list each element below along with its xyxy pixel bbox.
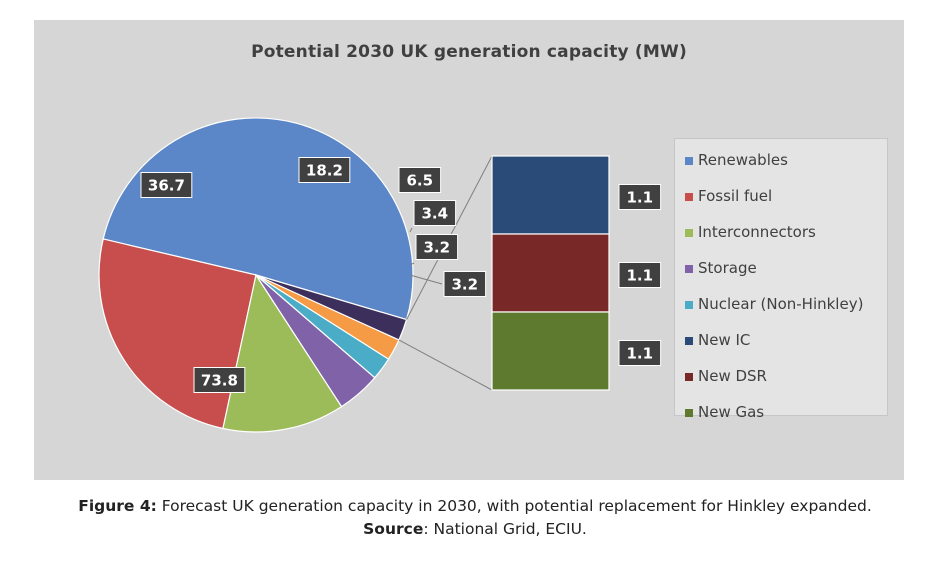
data-label-new-ic: 1.1	[627, 189, 654, 207]
figure-label: Figure 4:	[78, 497, 157, 515]
legend-label-fossil-fuel: Fossil fuel	[698, 187, 773, 205]
legend-label-new-ic: New IC	[698, 331, 751, 349]
data-label-other-expanded-box	[443, 271, 487, 297]
legend-label-renewables: Renewables	[698, 151, 788, 169]
source-label: Source	[363, 520, 424, 538]
chart-legend: Renewables Fossil fuel Interconnectors Stor…	[674, 138, 888, 421]
legend-swatch-nuclear-non-hinkley	[685, 301, 693, 309]
data-label-new-gas-box	[618, 340, 662, 366]
pie-of-bar-chart: 73.8 36.7 18.2 6.5 3.4 3.2 3.2 1.1 1.1 1.1	[98, 117, 662, 433]
legend-swatch-new-gas	[685, 409, 693, 417]
legend-swatch-new-ic	[685, 337, 693, 345]
source-caption: Source: National Grid, ECIU.	[0, 520, 950, 538]
bar-segment-new-ic	[491, 155, 610, 235]
leader-line-nuclear	[409, 227, 413, 233]
bar-segment-new-dsr	[491, 233, 610, 313]
legend-swatch-renewables	[685, 157, 693, 165]
legend-swatch-interconnectors	[685, 229, 693, 237]
data-label-other-expanded: 3.2	[452, 276, 479, 294]
data-label-new-gas: 1.1	[627, 345, 654, 363]
data-label-fossil-fuel-box	[140, 172, 193, 198]
data-label-interconnectors: 18.2	[306, 162, 343, 180]
data-label-new-dsr: 1.1	[627, 267, 654, 285]
legend-label-storage: Storage	[698, 259, 757, 277]
legend-item-fossil-fuel: Fossil fuel	[685, 187, 887, 223]
legend-item-storage: Storage	[685, 259, 887, 295]
legend-label-new-dsr: New DSR	[698, 367, 767, 385]
legend-item-renewables: Renewables	[685, 151, 887, 187]
pie-slice-interconnectors	[222, 273, 343, 433]
data-label-storage: 6.5	[407, 172, 434, 190]
legend-item-new-dsr: New DSR	[685, 367, 887, 403]
data-label-fossil-fuel: 36.7	[148, 177, 185, 195]
legend-label-nuclear-non-hinkley: Nuclear (Non-Hinkley)	[698, 295, 864, 313]
chart-area: Potential 2030 UK generation capacity (M…	[34, 20, 904, 480]
data-label-other-box	[415, 234, 459, 260]
data-label-interconnectors-box	[298, 157, 351, 183]
legend-label-interconnectors: Interconnectors	[698, 223, 816, 241]
source-text: : National Grid, ECIU.	[423, 520, 587, 538]
legend-item-interconnectors: Interconnectors	[685, 223, 887, 259]
leader-line-other	[409, 262, 415, 266]
legend-label-new-gas: New Gas	[698, 403, 765, 421]
chart-title: Potential 2030 UK generation capacity (M…	[251, 42, 687, 62]
connector-line-bottom	[398, 339, 493, 391]
data-label-renewables: 73.8	[201, 372, 238, 390]
leader-line-other-expanded	[409, 274, 443, 285]
legend-item-new-gas: New Gas	[685, 403, 887, 439]
data-label-storage-box	[398, 167, 442, 193]
legend-swatch-new-dsr	[685, 373, 693, 381]
legend-item-new-ic: New IC	[685, 331, 887, 367]
data-label-new-dsr-box	[618, 262, 662, 288]
bar-segment-new-gas	[491, 311, 610, 391]
figure-caption: Figure 4: Forecast UK generation capacit…	[0, 497, 950, 515]
data-label-nuclear-non-hinkley: 3.4	[422, 205, 449, 223]
data-label-new-ic-box	[618, 184, 662, 210]
legend-swatch-storage	[685, 265, 693, 273]
data-label-renewables-box	[193, 367, 246, 393]
figure-text: Forecast UK generation capacity in 2030,…	[161, 497, 872, 515]
legend-item-nuclear-non-hinkley: Nuclear (Non-Hinkley)	[685, 295, 887, 331]
legend-swatch-fossil-fuel	[685, 193, 693, 201]
data-label-other: 3.2	[424, 239, 451, 257]
data-label-nuclear-non-hinkley-box	[413, 200, 457, 226]
